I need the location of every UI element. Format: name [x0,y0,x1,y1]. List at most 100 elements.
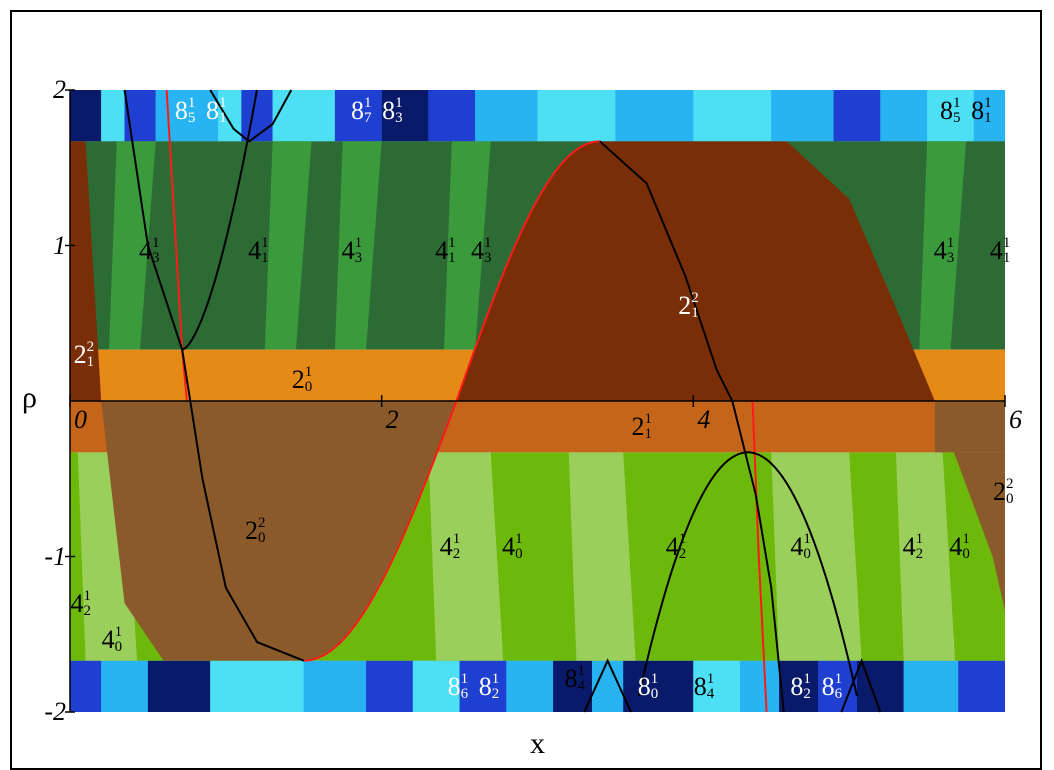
region-label-sup: 1 [1002,235,1011,252]
region-label-base: 8 [478,671,492,701]
region-label-sup: 1 [304,364,313,381]
region-label-sup: 1 [946,235,955,252]
region-label-sup: 1 [515,530,523,547]
region-label-sub: 2 [491,685,500,702]
region-label-base: 8 [971,96,985,126]
bottom-stripe [553,660,593,712]
region-label-sub: 4 [706,685,715,702]
x-tick-label: 6 [1009,405,1022,434]
region-label-base: 8 [382,96,396,126]
x-tick-label: 0 [74,405,87,434]
region-label-base: 4 [70,589,84,619]
region-label-sup: 1 [483,235,492,252]
region-label-sup: 1 [114,624,123,641]
region-label-base: 8 [637,671,651,701]
region-label-base: 2 [291,365,305,395]
black-curve-parabola-up [181,89,258,351]
region-label-base: 8 [564,663,578,693]
top-stripe [124,90,156,142]
region-label-sup: 1 [706,670,715,687]
region-label-base: 2 [631,411,645,441]
region-label-base: 4 [665,531,679,561]
right-brown-tail [934,401,1005,611]
black-curve-small-vee [583,658,632,713]
region-label-sup: 1 [152,235,160,252]
region-label-sub: 1 [261,250,269,267]
region-label-sub: 0 [515,545,523,562]
region-label-base: 4 [435,236,449,266]
region-label-sup: 1 [650,670,659,687]
region-label-sub: 6 [834,685,843,702]
region-label-sub: 5 [187,110,196,127]
region-label-sub: 0 [304,379,313,396]
region-label-sub: 3 [395,110,403,127]
region-label-sub: 2 [915,545,924,562]
lower-green-stripe [428,452,504,661]
region-label-base: 4 [949,531,963,561]
region-label-sub: 4 [577,677,585,694]
y-tick-label: 2 [53,75,66,104]
region-label-sub: 0 [114,639,123,656]
bottom-stripe [623,660,694,712]
region-label-sup: 1 [448,235,456,252]
region-label-sub: 1 [984,110,992,127]
bottom-stripe [70,660,102,712]
black-curve-small-vee-right [840,657,882,713]
region-label-sub: 3 [152,250,160,267]
region-label-sup: 1 [219,95,227,112]
region-label-sup: 1 [953,95,961,112]
lower-green-stripe [895,452,956,661]
region-label-sub: 1 [448,250,456,267]
bottom-stripe [592,660,624,712]
top-stripe [927,90,974,142]
lower-green-stripe [568,452,636,661]
region-label-sup: 1 [984,95,992,112]
region-label-sub: 2 [452,545,461,562]
x-tick-label: 4 [697,405,711,434]
black-curve-top-vee [209,89,293,143]
region-label-base: 8 [350,96,364,126]
region-label-sup: 1 [491,670,500,687]
black-curve-left-descending [123,89,305,662]
region-label-sup: 1 [460,670,469,687]
region-label-sub: 0 [1006,491,1014,508]
region-label-sup: 1 [678,530,687,547]
y-tick-label: -2 [44,697,66,726]
top-stripe [272,90,335,142]
bottom-stripe [958,660,1005,712]
region-label-sup: 2 [258,515,266,532]
bottom-stripe [903,660,959,712]
top-stripe [537,90,616,142]
top-stripe [70,90,102,142]
top-stripe [428,90,476,142]
region-label-base: 4 [470,236,484,266]
